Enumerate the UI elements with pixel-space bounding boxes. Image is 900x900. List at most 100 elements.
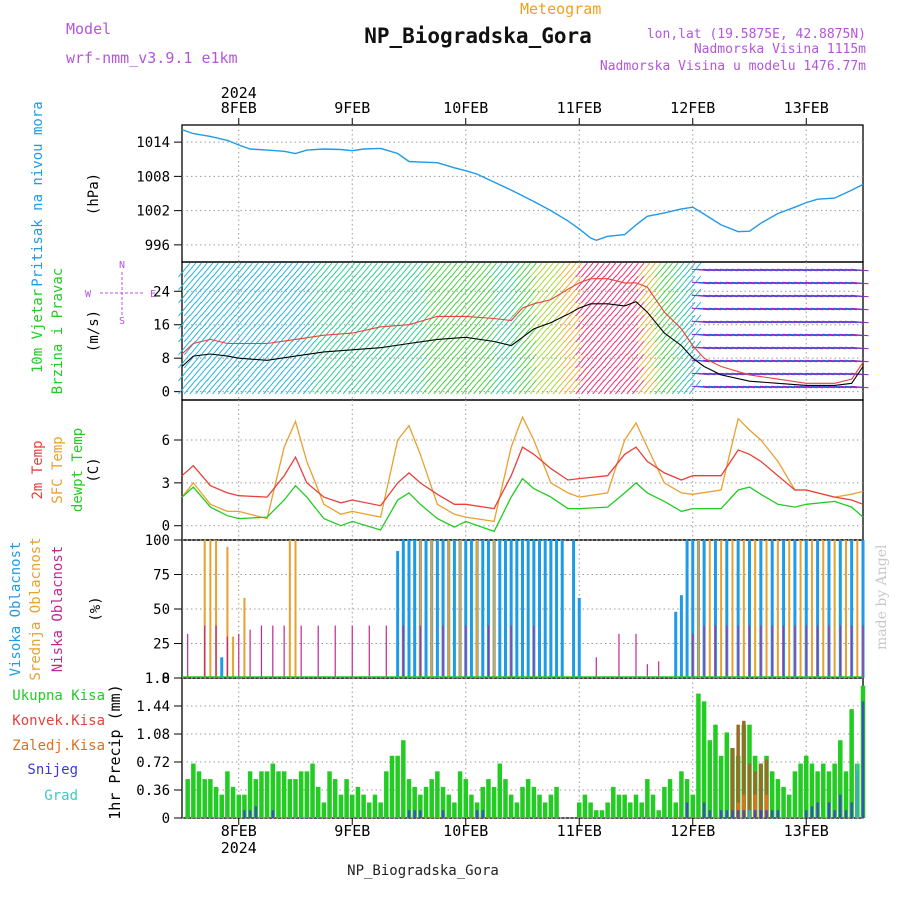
cloud-high-bars-bar — [560, 540, 564, 678]
precip-total-bars-bar — [605, 802, 610, 818]
wind-arrow — [342, 314, 356, 330]
wind-arrow — [331, 262, 344, 278]
wind-arrow — [626, 353, 639, 369]
cloud-mid-bars-bar — [447, 540, 450, 678]
precip-total-bars-bar — [355, 786, 361, 818]
wind-arrow — [439, 379, 452, 395]
wind-arrow — [285, 301, 299, 317]
wind-arrow — [456, 340, 469, 356]
wind-ytick-label-0: 0 — [162, 385, 170, 401]
wind-arrow — [274, 288, 287, 304]
wind-arrow — [581, 379, 594, 395]
wind-arrow — [376, 301, 390, 317]
wind-arrow — [206, 366, 219, 382]
wind-arrow — [620, 379, 634, 395]
wind-arrow — [660, 366, 673, 382]
wind-arrow — [683, 301, 696, 317]
cloud-high-bars-bar — [521, 540, 524, 678]
temp-ylabel-2: SFC Temp — [50, 436, 66, 503]
bottom-year-label: 2024 — [221, 839, 257, 857]
wind-arrow — [666, 288, 679, 304]
wind-arrow — [518, 275, 531, 291]
precip-snow-bars-bar — [413, 810, 416, 818]
wind-arrow — [660, 301, 673, 317]
wind-arrow — [325, 275, 338, 291]
wind-arrow — [325, 353, 338, 369]
precip-snow-bars-bar — [254, 806, 258, 818]
cloud-mid-bars-bar — [754, 540, 757, 678]
pressure-panel: 996 1002 1008 1014 — [136, 124, 864, 263]
wind-arrow — [280, 327, 293, 343]
wind-arrow — [206, 262, 219, 278]
wind-arrow — [677, 275, 690, 291]
wind-arrow — [410, 327, 424, 343]
wind-arrow — [371, 288, 384, 304]
precip-total-bars-bar — [253, 779, 259, 818]
wind-arrow — [200, 327, 214, 343]
wind-arrow — [450, 301, 463, 317]
wind-arrow — [297, 327, 310, 343]
wind-arrow — [422, 275, 435, 291]
wind-arrow — [422, 262, 435, 278]
wind-arrow — [354, 340, 367, 356]
wind-arrow — [393, 288, 407, 304]
precip-graupel-bars-bar — [764, 794, 769, 818]
dir-s: S — [119, 316, 125, 327]
wind-arrow — [444, 353, 458, 369]
wind-arrow — [302, 379, 316, 395]
wind-arrow — [615, 301, 628, 317]
wind-arrow — [223, 262, 236, 278]
wind-arrow — [620, 327, 634, 343]
wind-arrow — [575, 327, 588, 343]
wind-arrow — [654, 379, 668, 395]
wind-arrow — [450, 379, 463, 395]
wind-arrow — [850, 333, 869, 337]
wind-arrow — [850, 372, 869, 376]
wind-arrow — [586, 353, 600, 369]
wind-arrow — [251, 366, 265, 382]
wind-arrow — [512, 301, 526, 317]
wind-arrow — [850, 294, 869, 298]
wind-arrow — [632, 366, 645, 382]
wind-arrow — [444, 262, 458, 278]
pressure-ytick-label-2: 1008 — [136, 169, 170, 185]
wind-arrow — [603, 327, 617, 343]
wind-arrow — [274, 314, 287, 330]
cloud-low-bars-bar — [805, 625, 807, 678]
wind-arrow — [603, 379, 617, 395]
cloud-high-bars-bar — [850, 540, 854, 678]
wind-arrow — [643, 314, 656, 330]
wind-arrow — [308, 327, 321, 343]
wind-arrow — [399, 301, 412, 317]
clouds-ytick-label-1: 25 — [153, 637, 170, 653]
dewpoint-line — [181, 477, 864, 533]
wind-arrow — [274, 379, 287, 395]
wind-arrow — [609, 379, 622, 395]
precip-snow-bars-bar — [827, 802, 831, 818]
wind-arrow — [342, 366, 356, 382]
wind-arrow — [654, 353, 668, 369]
plot-area: 996100210081014081624036025507510000.360… — [8, 84, 869, 857]
wind-arrow — [524, 262, 537, 278]
wind-arrow — [643, 262, 656, 278]
wind-arrow — [291, 340, 304, 356]
wind-arrow — [490, 262, 503, 278]
wind-arrow — [325, 288, 338, 304]
wind-arrow — [410, 379, 424, 395]
wind-arrow — [581, 340, 594, 356]
wind-arrow — [365, 301, 378, 317]
precipitation-ytick-label-3: 1.08 — [136, 727, 170, 743]
wind-arrow — [461, 327, 475, 343]
cloud-high-bars-bar — [424, 540, 428, 678]
wind-arrow — [200, 379, 214, 395]
wind-arrow — [189, 301, 202, 317]
wind-arrow — [643, 327, 656, 343]
wind-arrow — [314, 262, 327, 278]
wind-arrow — [388, 379, 401, 395]
wind-arrow — [405, 366, 418, 382]
wind-arrow — [405, 275, 418, 291]
cloud-mid-bars-bar — [209, 540, 212, 678]
model-label: Model — [66, 20, 111, 38]
wind-arrow — [575, 340, 588, 356]
wind-arrow — [183, 379, 197, 395]
